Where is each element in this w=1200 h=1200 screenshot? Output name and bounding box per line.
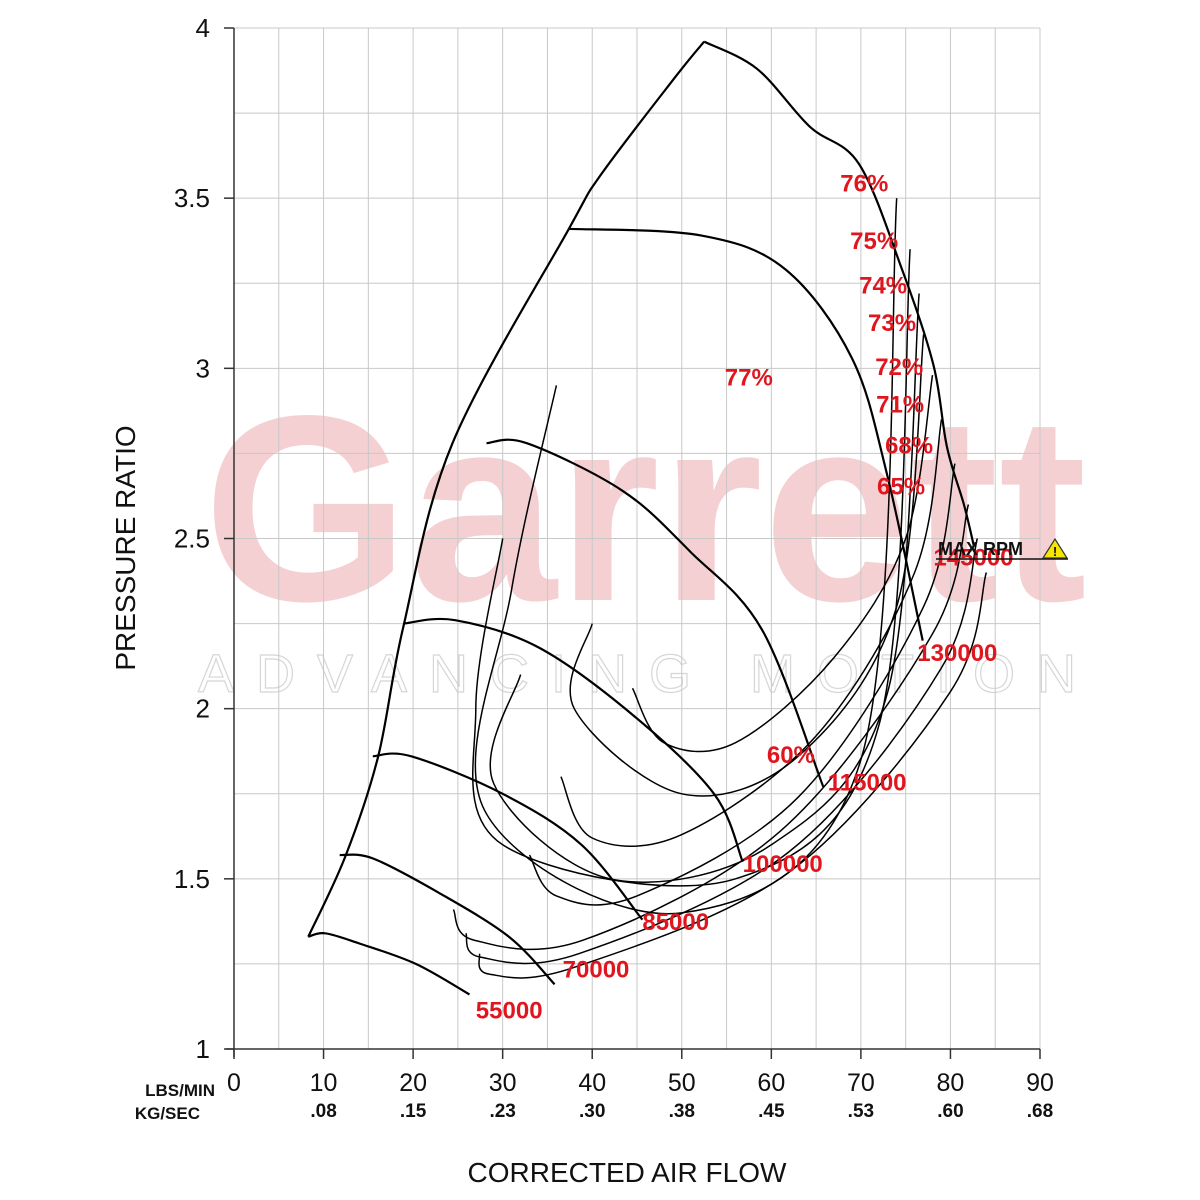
efficiency-label-73pct: 73% <box>868 310 916 337</box>
efficiency-label-76pct: 76% <box>840 170 888 197</box>
x-tick-label-kg: .45 <box>758 1101 785 1122</box>
curves <box>307 40 988 996</box>
efficiency-contour <box>489 293 920 883</box>
efficiency-label-65pct: 65% <box>877 473 925 500</box>
efficiency-label-68pct: 68% <box>885 432 933 459</box>
efficiency-label-60pct: 60% <box>767 742 815 769</box>
y-axis-title: PRESSURE RATIO <box>110 425 141 670</box>
max-rpm-label: MAX RPM <box>938 539 1023 559</box>
x-tick-label-lbs: 60 <box>757 1069 785 1097</box>
x-tick-label-kg: .08 <box>310 1101 336 1122</box>
efficiency-contour <box>478 572 988 979</box>
efficiency-contour <box>472 249 911 887</box>
efficiency-contour <box>528 463 956 906</box>
speed-label-145000: 145000 <box>933 545 1013 572</box>
speed-line-145000 <box>703 40 975 546</box>
x-unit-label-kg: KG/SEC <box>135 1104 200 1123</box>
y-tick-label: 4 <box>196 13 210 43</box>
efficiency-contour <box>560 419 943 848</box>
y-tick-label: 3.5 <box>174 183 210 213</box>
speed-label-130000: 130000 <box>917 640 997 667</box>
speed-line-55000 <box>307 932 471 996</box>
warning-icon <box>1041 537 1069 559</box>
x-tick-label-lbs: 40 <box>578 1069 606 1097</box>
speed-label-85000: 85000 <box>642 909 709 936</box>
y-tick-label: 1 <box>196 1034 210 1064</box>
efficiency-label-72pct: 72% <box>875 354 923 381</box>
y-tick-label: 1.5 <box>174 864 210 894</box>
efficiency-contour <box>465 538 979 965</box>
speed-line-85000 <box>372 752 644 921</box>
x-tick-label-kg: .30 <box>579 1101 605 1122</box>
efficiency-contour <box>474 198 898 915</box>
speed-label-70000: 70000 <box>563 957 630 984</box>
x-tick-label-lbs: 80 <box>937 1069 965 1097</box>
y-tick-label: 3 <box>196 353 210 383</box>
y-tick-label: 2 <box>196 694 210 724</box>
x-tick-label-lbs: 70 <box>847 1069 875 1097</box>
efficiency-label-74pct: 74% <box>859 272 907 299</box>
speed-label-115000: 115000 <box>828 769 907 796</box>
x-axis-title: CORRECTED AIR FLOW <box>468 1157 787 1188</box>
speed-line-115000 <box>486 438 825 788</box>
speed-label-100000: 100000 <box>743 851 823 878</box>
x-tick-label-lbs: 50 <box>668 1069 696 1097</box>
warning-icon-glyph: ! <box>1053 544 1057 559</box>
x-tick-label-kg: .38 <box>669 1101 695 1122</box>
x-tick-label-kg: .68 <box>1027 1101 1053 1122</box>
x-tick-label-lbs: 0 <box>227 1069 241 1097</box>
x-tick-label-lbs: 90 <box>1026 1069 1054 1097</box>
x-tick-label-lbs: 20 <box>399 1069 427 1097</box>
x-tick-label-lbs: 10 <box>310 1069 338 1097</box>
speed-line-70000 <box>339 853 556 986</box>
x-tick-label-kg: .15 <box>400 1101 427 1122</box>
speed-line-130000 <box>568 227 924 641</box>
x-tick-label-kg: .23 <box>489 1101 515 1122</box>
x-tick-label-lbs: 30 <box>489 1069 517 1097</box>
surge-line <box>307 40 706 938</box>
efficiency-label-77pct: 77% <box>725 364 773 391</box>
x-tick-label-kg: .60 <box>937 1101 963 1122</box>
labels: 55000 70000 85000 100000 115000 130000 145000 7… <box>476 170 1069 1024</box>
efficiency-contour <box>569 334 925 797</box>
y-tick-label: 2.5 <box>174 524 210 554</box>
speed-label-55000: 55000 <box>476 997 543 1024</box>
speed-line-100000 <box>403 617 744 863</box>
efficiency-label-75pct: 75% <box>850 228 898 255</box>
x-unit-label-lbs: LBS/MIN <box>145 1081 215 1100</box>
x-tick-label-kg: .53 <box>848 1101 874 1122</box>
axes: 11.522.533.540 10.0820.1530.2340.3050.386… <box>135 13 1054 1123</box>
efficiency-label-71pct: 71% <box>876 392 924 419</box>
